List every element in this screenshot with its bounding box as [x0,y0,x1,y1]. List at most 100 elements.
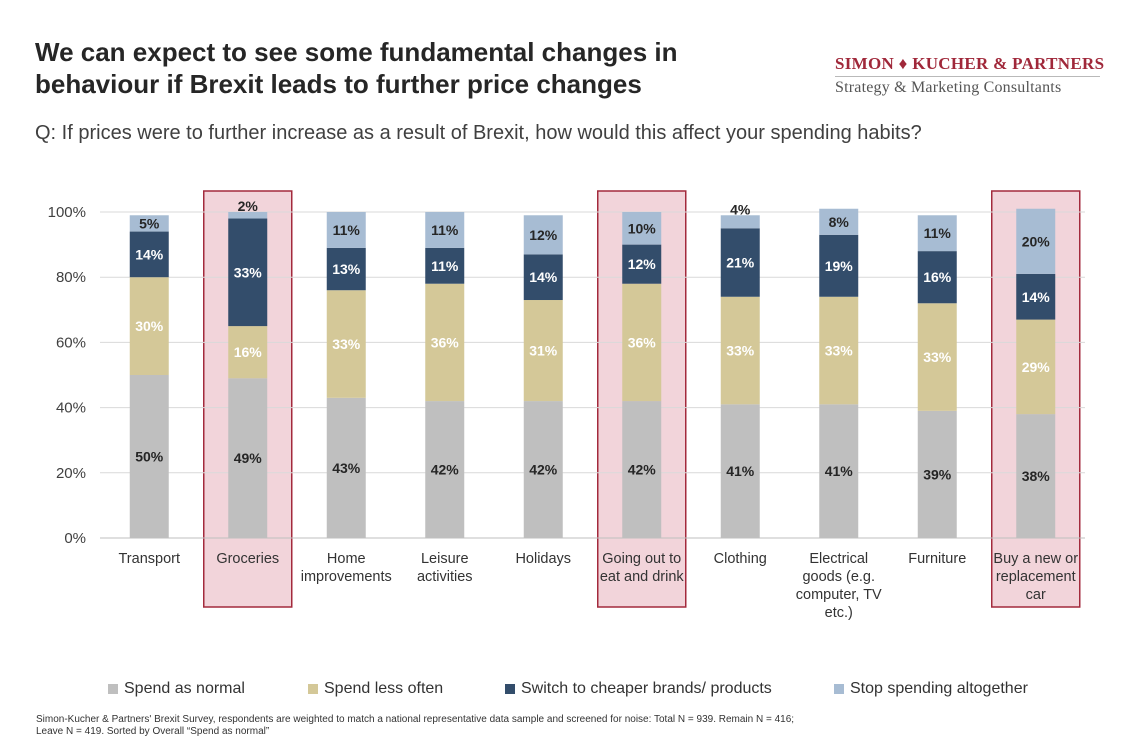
data-label: 42% [431,462,460,478]
data-label: 41% [726,463,755,479]
x-tick-label: Groceries [216,551,279,567]
bar-segment [917,251,957,304]
footnote-line-1: Simon-Kucher & Partners' Brexit Survey, … [36,714,795,725]
bar-segment [228,326,268,379]
bar-segment [720,215,760,229]
bar-segment [523,300,563,402]
bar-segment [129,277,169,375]
legend-item: Spend less often [308,680,443,698]
bar-segment [917,410,957,538]
legend-label: Spend as normal [124,680,245,697]
bar-segment [326,290,366,398]
y-tick-label: 20% [56,465,86,482]
data-label: 42% [628,462,657,478]
data-label: 42% [529,462,558,478]
bar-segment [523,215,563,255]
data-label: 36% [628,334,657,350]
data-label: 33% [923,349,952,365]
legend-item: Spend as normal [108,680,245,698]
survey-question: Q: If prices were to further increase as… [35,122,922,144]
bar-segment [129,215,169,232]
bar-segment [326,397,366,538]
bar-segment [1016,319,1056,415]
x-tick-label: eat and drink [600,569,685,585]
data-label: 41% [825,463,854,479]
bar-segment [129,231,169,278]
stacked-bar-chart: 0% 20% 40% 60% 80% 100% 50% 30% 14% 5% Transport 49… [48,190,1085,621]
data-label: 2% [238,198,259,214]
logo-tagline: Strategy & Marketing Consultants [835,79,1062,96]
data-label: 12% [628,256,657,272]
footnote: Simon-Kucher & Partners' Brexit Survey, … [36,714,936,738]
data-label: 12% [529,227,558,243]
footnote-line-2: Leave N = 419. Sorted by Overall “Spend … [36,726,270,737]
x-tick-label: replacement [996,569,1076,585]
data-label: 33% [234,264,263,280]
data-label: 49% [234,450,263,466]
bar-segment [1016,414,1056,538]
data-label: 8% [829,214,850,230]
data-label: 14% [135,246,164,262]
data-label: 11% [333,222,361,238]
data-label: 10% [628,220,657,236]
bar-segment [622,244,662,284]
x-tick-label: car [1026,587,1046,603]
data-label: 19% [825,258,854,274]
data-label: 33% [825,343,854,359]
legend-swatch [834,684,844,694]
x-tick-label: activities [417,569,473,585]
data-label: 13% [332,261,361,277]
x-tick-label: etc.) [825,605,853,621]
data-label: 16% [234,344,263,360]
data-label: 21% [726,255,755,271]
data-label: 11% [924,225,952,241]
data-label: 33% [332,336,361,352]
legend-item: Switch to cheaper brands/ products [505,680,772,698]
y-tick-label: 60% [56,334,86,351]
y-tick-label: 80% [56,269,86,286]
data-label: 14% [529,269,558,285]
x-tick-label: improvements [301,569,392,585]
legend-swatch [308,684,318,694]
y-tick-label: 100% [48,204,86,221]
bar-segment [425,212,465,248]
x-tick-label: Holidays [515,551,571,567]
bar-segment [129,375,169,538]
y-tick-label: 40% [56,400,86,417]
data-label: 39% [923,466,952,482]
x-tick-label: computer, TV [796,587,882,603]
bar-segment [1016,208,1056,274]
bar-segment [523,401,563,538]
bar-segment [326,212,366,248]
legend-swatch [108,684,118,694]
legend-label: Spend less often [324,680,444,697]
bar-segment [228,212,268,219]
data-label: 38% [1022,468,1051,484]
y-tick-label: 0% [64,530,86,547]
data-label: 29% [1022,359,1051,375]
x-tick-label: goods (e.g. [802,569,875,585]
bar-segment [622,212,662,245]
data-label: 5% [139,215,160,231]
legend-label: Stop spending altogether [850,680,1028,697]
bar-segment [425,283,465,402]
title-line-1: We can expect to see some fundamental ch… [35,37,678,67]
x-tick-label: Furniture [908,551,966,567]
title-line-2: behaviour if Brexit leads to further pri… [35,69,642,99]
logo-name: SIMON ♦ KUCHER & PARTNERS [835,54,1104,77]
data-label: 20% [1022,233,1051,249]
bar-segment [622,401,662,538]
bar-segment [917,215,957,252]
data-label: 16% [923,269,952,285]
bar-segment [228,378,268,538]
x-tick-label: Leisure [421,551,469,567]
page-title: We can expect to see some fundamental ch… [35,36,795,100]
bar-segment [228,218,268,327]
data-label: 36% [431,334,460,350]
company-logo: SIMON ♦ KUCHER & PARTNERS Strategy & Mar… [835,54,1104,97]
data-label: 43% [332,460,361,476]
data-label: 11% [431,222,459,238]
x-tick-label: Electrical [809,551,868,567]
bar-segment [326,247,366,291]
x-tick-label: Buy a new or [993,551,1078,567]
